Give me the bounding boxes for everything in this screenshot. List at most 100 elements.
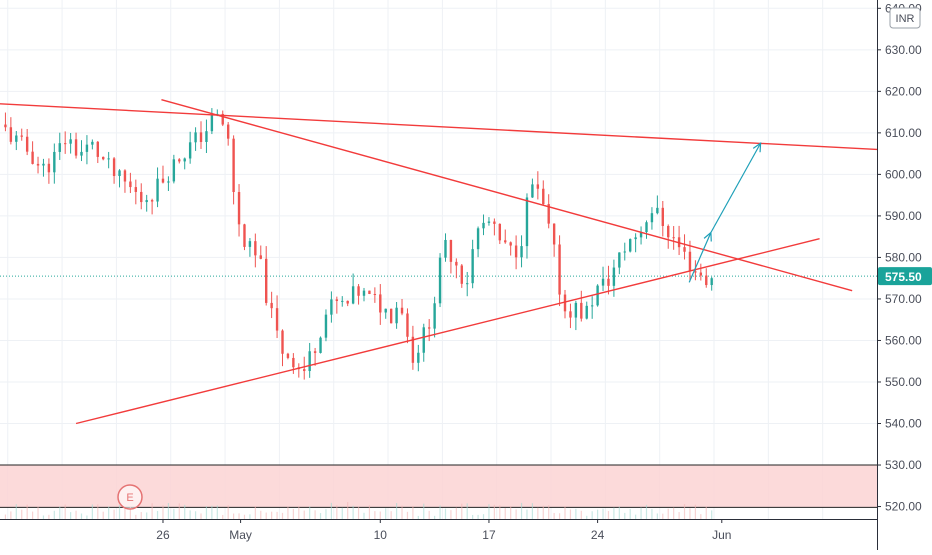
- candle[interactable]: [525, 193, 529, 259]
- candle[interactable]: [417, 344, 420, 372]
- candle[interactable]: [237, 184, 241, 237]
- projection-arrow[interactable]: [710, 142, 762, 233]
- candle[interactable]: [482, 214, 485, 236]
- candle[interactable]: [199, 121, 203, 149]
- candle[interactable]: [710, 276, 713, 291]
- candle[interactable]: [42, 158, 45, 177]
- candle[interactable]: [520, 235, 523, 268]
- candle[interactable]: [357, 284, 360, 305]
- candle[interactable]: [303, 356, 306, 380]
- candle[interactable]: [449, 239, 453, 274]
- candle[interactable]: [188, 131, 192, 164]
- candle[interactable]: [194, 127, 197, 151]
- candle[interactable]: [58, 132, 61, 160]
- candle[interactable]: [335, 296, 339, 314]
- candle[interactable]: [427, 319, 431, 342]
- candle[interactable]: [25, 128, 29, 156]
- currency-badge-background[interactable]: [889, 7, 921, 29]
- candle[interactable]: [292, 353, 295, 374]
- candle[interactable]: [471, 239, 474, 289]
- candle[interactable]: [69, 133, 72, 154]
- candle[interactable]: [585, 301, 588, 320]
- candle[interactable]: [275, 295, 279, 339]
- candle[interactable]: [226, 122, 230, 146]
- candle[interactable]: [368, 290, 371, 295]
- candle[interactable]: [156, 167, 159, 208]
- candle[interactable]: [243, 223, 246, 251]
- candle[interactable]: [542, 180, 545, 206]
- candlestick-series[interactable]: [4, 108, 713, 380]
- candle[interactable]: [487, 217, 491, 226]
- candle[interactable]: [395, 302, 398, 329]
- candle[interactable]: [379, 284, 382, 325]
- candle[interactable]: [80, 140, 83, 162]
- candle[interactable]: [590, 296, 594, 319]
- candle[interactable]: [205, 119, 208, 154]
- candle[interactable]: [460, 263, 463, 288]
- candle[interactable]: [183, 157, 186, 170]
- candle[interactable]: [552, 223, 556, 257]
- candle[interactable]: [683, 234, 686, 260]
- candle[interactable]: [324, 309, 328, 342]
- candle[interactable]: [270, 291, 273, 319]
- trendline-upper-resistance[interactable]: [0, 103, 878, 151]
- candle[interactable]: [639, 226, 643, 245]
- earnings-event-marker[interactable]: E: [117, 484, 143, 510]
- candle[interactable]: [504, 229, 507, 244]
- candle[interactable]: [36, 156, 40, 174]
- candle[interactable]: [514, 235, 518, 270]
- candle[interactable]: [444, 233, 447, 262]
- candle[interactable]: [313, 347, 317, 366]
- candle[interactable]: [672, 226, 675, 250]
- candle[interactable]: [286, 352, 290, 360]
- candle[interactable]: [221, 110, 224, 127]
- candle[interactable]: [319, 336, 322, 354]
- candle[interactable]: [493, 218, 496, 236]
- candle[interactable]: [330, 291, 333, 323]
- candle[interactable]: [373, 287, 377, 303]
- candle[interactable]: [118, 169, 121, 188]
- candle[interactable]: [618, 252, 621, 275]
- projection-arrows[interactable]: [688, 142, 762, 283]
- candle[interactable]: [91, 139, 94, 150]
- candle[interactable]: [297, 363, 301, 378]
- candle[interactable]: [438, 253, 442, 308]
- candle[interactable]: [607, 265, 610, 295]
- candle[interactable]: [536, 171, 540, 200]
- candle[interactable]: [634, 233, 637, 253]
- candle[interactable]: [265, 246, 268, 306]
- candle[interactable]: [574, 300, 578, 331]
- trendline-ascending-support[interactable]: [75, 238, 820, 425]
- candle[interactable]: [129, 172, 132, 194]
- candle[interactable]: [15, 131, 18, 151]
- candle[interactable]: [150, 198, 154, 215]
- candle[interactable]: [31, 141, 34, 165]
- trendlines[interactable]: [0, 98, 878, 425]
- candle[interactable]: [107, 151, 110, 169]
- candle[interactable]: [531, 178, 534, 198]
- candle[interactable]: [232, 135, 235, 205]
- candle[interactable]: [667, 224, 670, 249]
- candle[interactable]: [362, 287, 366, 302]
- candle[interactable]: [422, 323, 425, 362]
- candle[interactable]: [161, 165, 165, 184]
- candle[interactable]: [705, 268, 708, 288]
- candle[interactable]: [341, 296, 344, 307]
- time-axis-panel[interactable]: [0, 519, 877, 550]
- candle[interactable]: [466, 271, 469, 297]
- candle[interactable]: [650, 207, 654, 230]
- candle[interactable]: [411, 325, 415, 370]
- candle[interactable]: [102, 156, 105, 161]
- candle[interactable]: [346, 300, 349, 307]
- candle[interactable]: [569, 303, 572, 329]
- candle[interactable]: [498, 223, 502, 245]
- candle[interactable]: [601, 266, 605, 292]
- candle[interactable]: [623, 242, 626, 261]
- candle[interactable]: [281, 329, 284, 367]
- candle[interactable]: [612, 259, 616, 297]
- candle[interactable]: [677, 225, 681, 256]
- candle[interactable]: [145, 194, 148, 212]
- candle[interactable]: [96, 140, 99, 164]
- candle[interactable]: [63, 131, 67, 154]
